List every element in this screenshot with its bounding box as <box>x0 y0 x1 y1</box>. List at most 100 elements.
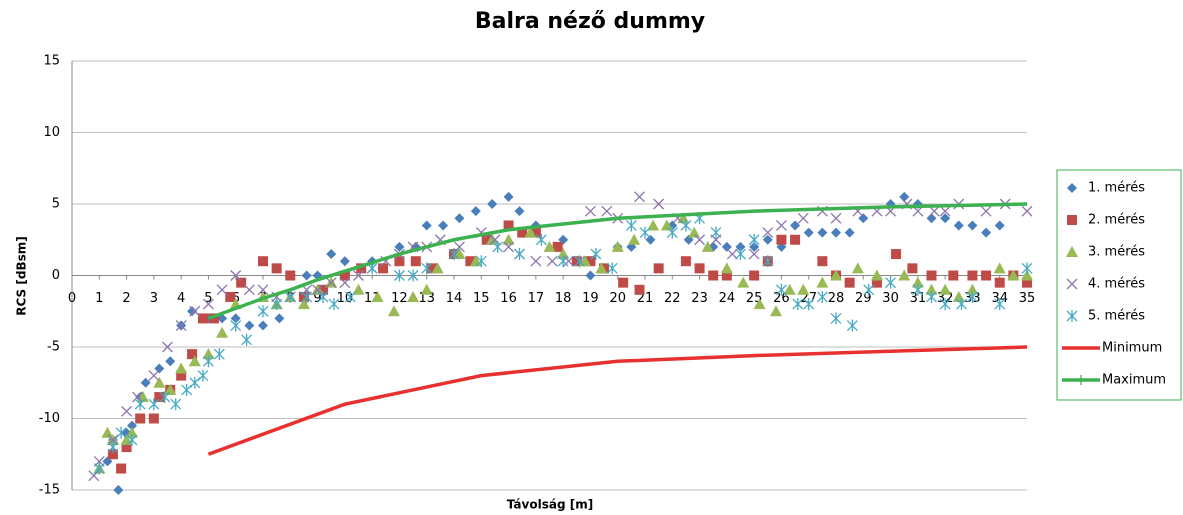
x-tick-label: 12 <box>391 291 408 306</box>
point <box>618 277 629 288</box>
point <box>503 191 514 202</box>
point <box>680 219 692 232</box>
point <box>653 263 664 274</box>
point <box>101 426 114 438</box>
point <box>170 398 182 411</box>
point <box>776 234 787 245</box>
point <box>514 248 525 261</box>
point <box>165 356 176 367</box>
point <box>328 298 340 311</box>
point <box>431 262 444 274</box>
point <box>202 298 214 310</box>
point <box>325 277 337 289</box>
point <box>952 290 965 302</box>
point <box>317 290 329 303</box>
x-tick-label: 3 <box>150 291 158 306</box>
point <box>318 284 329 295</box>
point <box>797 283 810 295</box>
point <box>688 226 701 238</box>
legend-label: 3. mérés <box>1088 245 1145 260</box>
point <box>792 298 804 311</box>
point <box>258 320 268 331</box>
point <box>126 433 138 446</box>
point <box>863 283 875 296</box>
point <box>339 256 350 267</box>
point <box>312 284 324 296</box>
point <box>939 283 952 295</box>
point <box>535 233 547 246</box>
point <box>175 362 188 374</box>
point <box>831 227 841 238</box>
point <box>595 262 608 274</box>
point <box>517 227 528 238</box>
legend-label: 2. mérés <box>1088 213 1145 228</box>
point <box>339 270 350 281</box>
x-tick-label: 1 <box>95 291 103 306</box>
point <box>543 240 556 252</box>
x-tick-label: 30 <box>882 291 899 306</box>
point <box>107 441 119 454</box>
point <box>647 219 660 231</box>
x-tick-label: 14 <box>446 291 463 306</box>
point <box>694 234 706 246</box>
point <box>213 348 225 361</box>
legend-marker <box>1076 375 1086 385</box>
point <box>735 248 746 261</box>
point <box>940 213 951 224</box>
point <box>721 241 732 252</box>
point <box>912 283 924 296</box>
point <box>966 283 979 295</box>
x-tick-label: 20 <box>609 291 626 306</box>
point <box>454 213 465 224</box>
point <box>326 249 337 260</box>
point <box>571 256 582 267</box>
point <box>601 205 613 217</box>
point <box>546 255 558 267</box>
point <box>993 262 1006 274</box>
point <box>926 213 937 224</box>
point <box>154 392 165 403</box>
point <box>817 256 828 267</box>
y-tick-label: 0 <box>52 268 60 283</box>
y-tick-label: 5 <box>52 197 60 212</box>
point <box>503 220 514 231</box>
point <box>465 256 476 267</box>
point <box>939 298 951 311</box>
point <box>225 291 236 302</box>
point <box>762 234 773 245</box>
x-tick-label: 17 <box>528 291 545 306</box>
point <box>858 213 869 224</box>
point <box>236 277 247 288</box>
point <box>420 283 433 295</box>
legend-label: 5. mérés <box>1088 309 1145 324</box>
point <box>481 234 492 245</box>
point <box>660 219 673 231</box>
point <box>503 241 515 253</box>
point <box>284 290 296 303</box>
point <box>530 227 541 238</box>
point <box>639 226 651 239</box>
point <box>653 198 665 210</box>
point <box>243 284 255 296</box>
x-tick-label: 16 <box>500 291 517 306</box>
x-tick-label: 4 <box>177 291 185 306</box>
point <box>911 276 924 288</box>
point <box>407 290 420 302</box>
point <box>121 442 132 453</box>
point <box>928 205 940 217</box>
point <box>590 248 602 261</box>
point <box>701 240 714 252</box>
point <box>797 212 809 224</box>
point <box>552 241 563 252</box>
point <box>274 313 285 324</box>
point <box>121 405 133 417</box>
point <box>88 470 100 482</box>
point <box>187 306 198 317</box>
point <box>502 233 515 245</box>
point <box>153 376 166 388</box>
point <box>475 255 487 268</box>
point <box>735 241 746 252</box>
point <box>407 269 419 282</box>
point <box>926 290 937 303</box>
point <box>159 391 171 404</box>
